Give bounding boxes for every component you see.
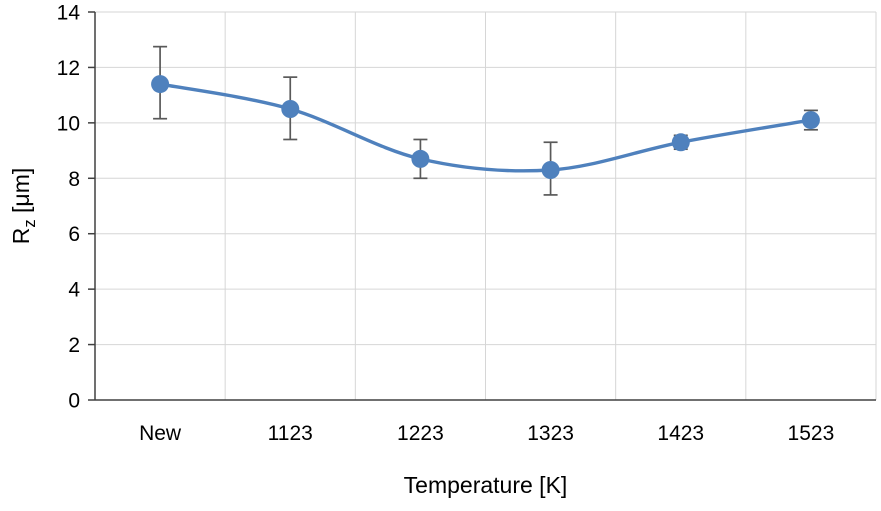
y-axis-title: Rz [μm] xyxy=(8,168,40,245)
y-axis-title-sub: z xyxy=(19,219,39,228)
x-tick-label: 1123 xyxy=(268,422,313,445)
y-tick-label: 8 xyxy=(68,168,80,191)
x-tick-label: 1223 xyxy=(397,422,444,445)
x-axis-title: Temperature [K] xyxy=(403,472,568,498)
x-tick-label: 1323 xyxy=(527,422,574,445)
y-tick-label: 2 xyxy=(68,334,80,357)
y-tick-label: 4 xyxy=(68,279,80,302)
x-tick-label: New xyxy=(139,422,182,445)
y-tick-label: 14 xyxy=(57,2,81,25)
y-tick-label: 12 xyxy=(57,57,80,80)
data-point-marker xyxy=(541,161,560,179)
x-tick-label: 1423 xyxy=(657,422,704,445)
data-point-marker xyxy=(411,149,430,168)
data-point-marker xyxy=(671,133,690,152)
y-tick-label: 10 xyxy=(57,112,80,135)
data-line xyxy=(158,82,813,173)
y-tick-label: 0 xyxy=(68,390,80,413)
y-axis-title-base: R xyxy=(8,227,35,245)
data-point-marker xyxy=(151,75,170,94)
data-point-marker xyxy=(801,111,820,130)
data-point-marker xyxy=(281,100,300,118)
y-axis-title-unit: [μm] xyxy=(8,167,35,220)
y-tick-label: 6 xyxy=(68,223,80,246)
x-tick-label: 1523 xyxy=(788,422,835,445)
